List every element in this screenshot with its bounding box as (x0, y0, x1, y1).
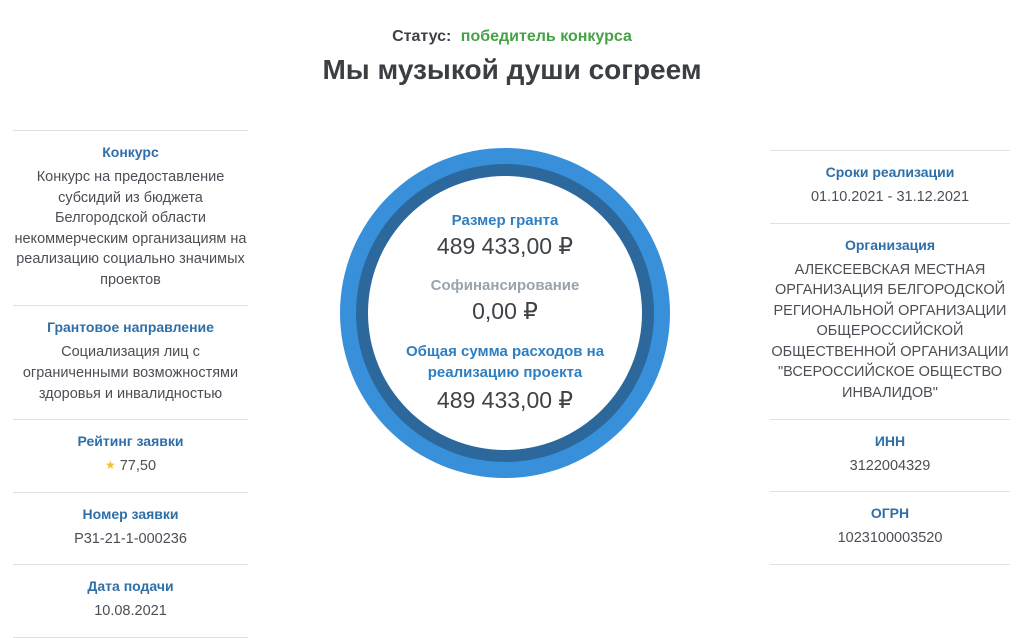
rating-number: 77,50 (119, 458, 157, 475)
total-expenses-value: 489 433,00 ₽ (436, 386, 574, 413)
grant-direction-value: Социализация лиц с ограниченными возможн… (22, 344, 239, 402)
competition-value: Конкурс на предоставление субсидий из бю… (14, 169, 247, 288)
application-number-value: Р31-21-1-000236 (74, 530, 187, 547)
organization-heading: Организация (844, 236, 936, 253)
grant-size-value: 489 433,00 ₽ (436, 233, 574, 260)
submission-date-value: 10.08.2021 (94, 603, 167, 620)
implementation-period-value: 01.10.2021 - 31.12.2021 (810, 189, 970, 205)
section-ogrn: ОГРН 1023100003520 (770, 491, 1010, 565)
left-sidebar: Конкурс Конкурс на предоставление субсид… (13, 130, 248, 638)
funding-circle-content: Размер гранта 489 433,00 ₽ Софинансирова… (368, 176, 642, 450)
star-icon: ★ (104, 458, 116, 473)
section-organization: Организация АЛЕКСЕЕВСКАЯ МЕСТНАЯ ОРГАНИЗ… (770, 222, 1010, 419)
section-implementation-period: Сроки реализации 01.10.2021 - 31.12.2021 (770, 150, 1010, 223)
funding-circle-inner-ring: Размер гранта 489 433,00 ₽ Софинансирова… (356, 164, 654, 462)
funding-circle: Размер гранта 489 433,00 ₽ Софинансирова… (340, 148, 670, 478)
section-application-number: Номер заявки Р31-21-1-000236 (13, 491, 248, 565)
implementation-period-heading: Сроки реализации (825, 164, 955, 180)
section-application-rating: Рейтинг заявки ★ 77,50 (13, 419, 248, 492)
right-sidebar: Сроки реализации 01.10.2021 - 31.12.2021… (770, 150, 1010, 565)
status-label: Статус: (392, 28, 452, 45)
grant-size-label: Размер гранта (451, 212, 559, 230)
competition-heading: Конкурс (102, 144, 159, 160)
section-inn: ИНН 3122004329 (770, 418, 1010, 492)
cofinancing-label: Софинансирование (430, 277, 580, 295)
section-grant-direction: Грантовое направление Социализация лиц с… (13, 305, 248, 419)
application-rating-value: ★ 77,50 (13, 456, 248, 477)
cofinancing-value: 0,00 ₽ (472, 298, 538, 325)
inn-heading: ИНН (874, 432, 906, 449)
ogrn-value: 1023100003520 (837, 530, 943, 547)
project-page: Статус: победитель конкурса Мы музыкой д… (0, 28, 1024, 638)
inn-value: 3122004329 (849, 457, 931, 474)
page-title: Мы музыкой души согреем (322, 54, 702, 85)
total-expenses-label: Общая сумма расходов на реализацию проек… (405, 343, 605, 381)
status-line: Статус: победитель конкурса (0, 28, 1024, 46)
ogrn-heading: ОГРН (870, 505, 910, 522)
organization-value: АЛЕКСЕЕВСКАЯ МЕСТНАЯ ОРГАНИЗАЦИЯ БЕЛГОРО… (771, 261, 1009, 402)
application-number-heading: Номер заявки (82, 505, 179, 522)
grant-direction-heading: Грантовое направление (47, 319, 214, 336)
status-value: победитель конкурса (460, 28, 632, 45)
submission-date-heading: Дата подачи (87, 578, 174, 595)
section-competition: Конкурс Конкурс на предоставление субсид… (13, 130, 248, 305)
section-submission-date: Дата подачи 10.08.2021 (13, 564, 248, 638)
application-rating-heading: Рейтинг заявки (77, 433, 184, 450)
